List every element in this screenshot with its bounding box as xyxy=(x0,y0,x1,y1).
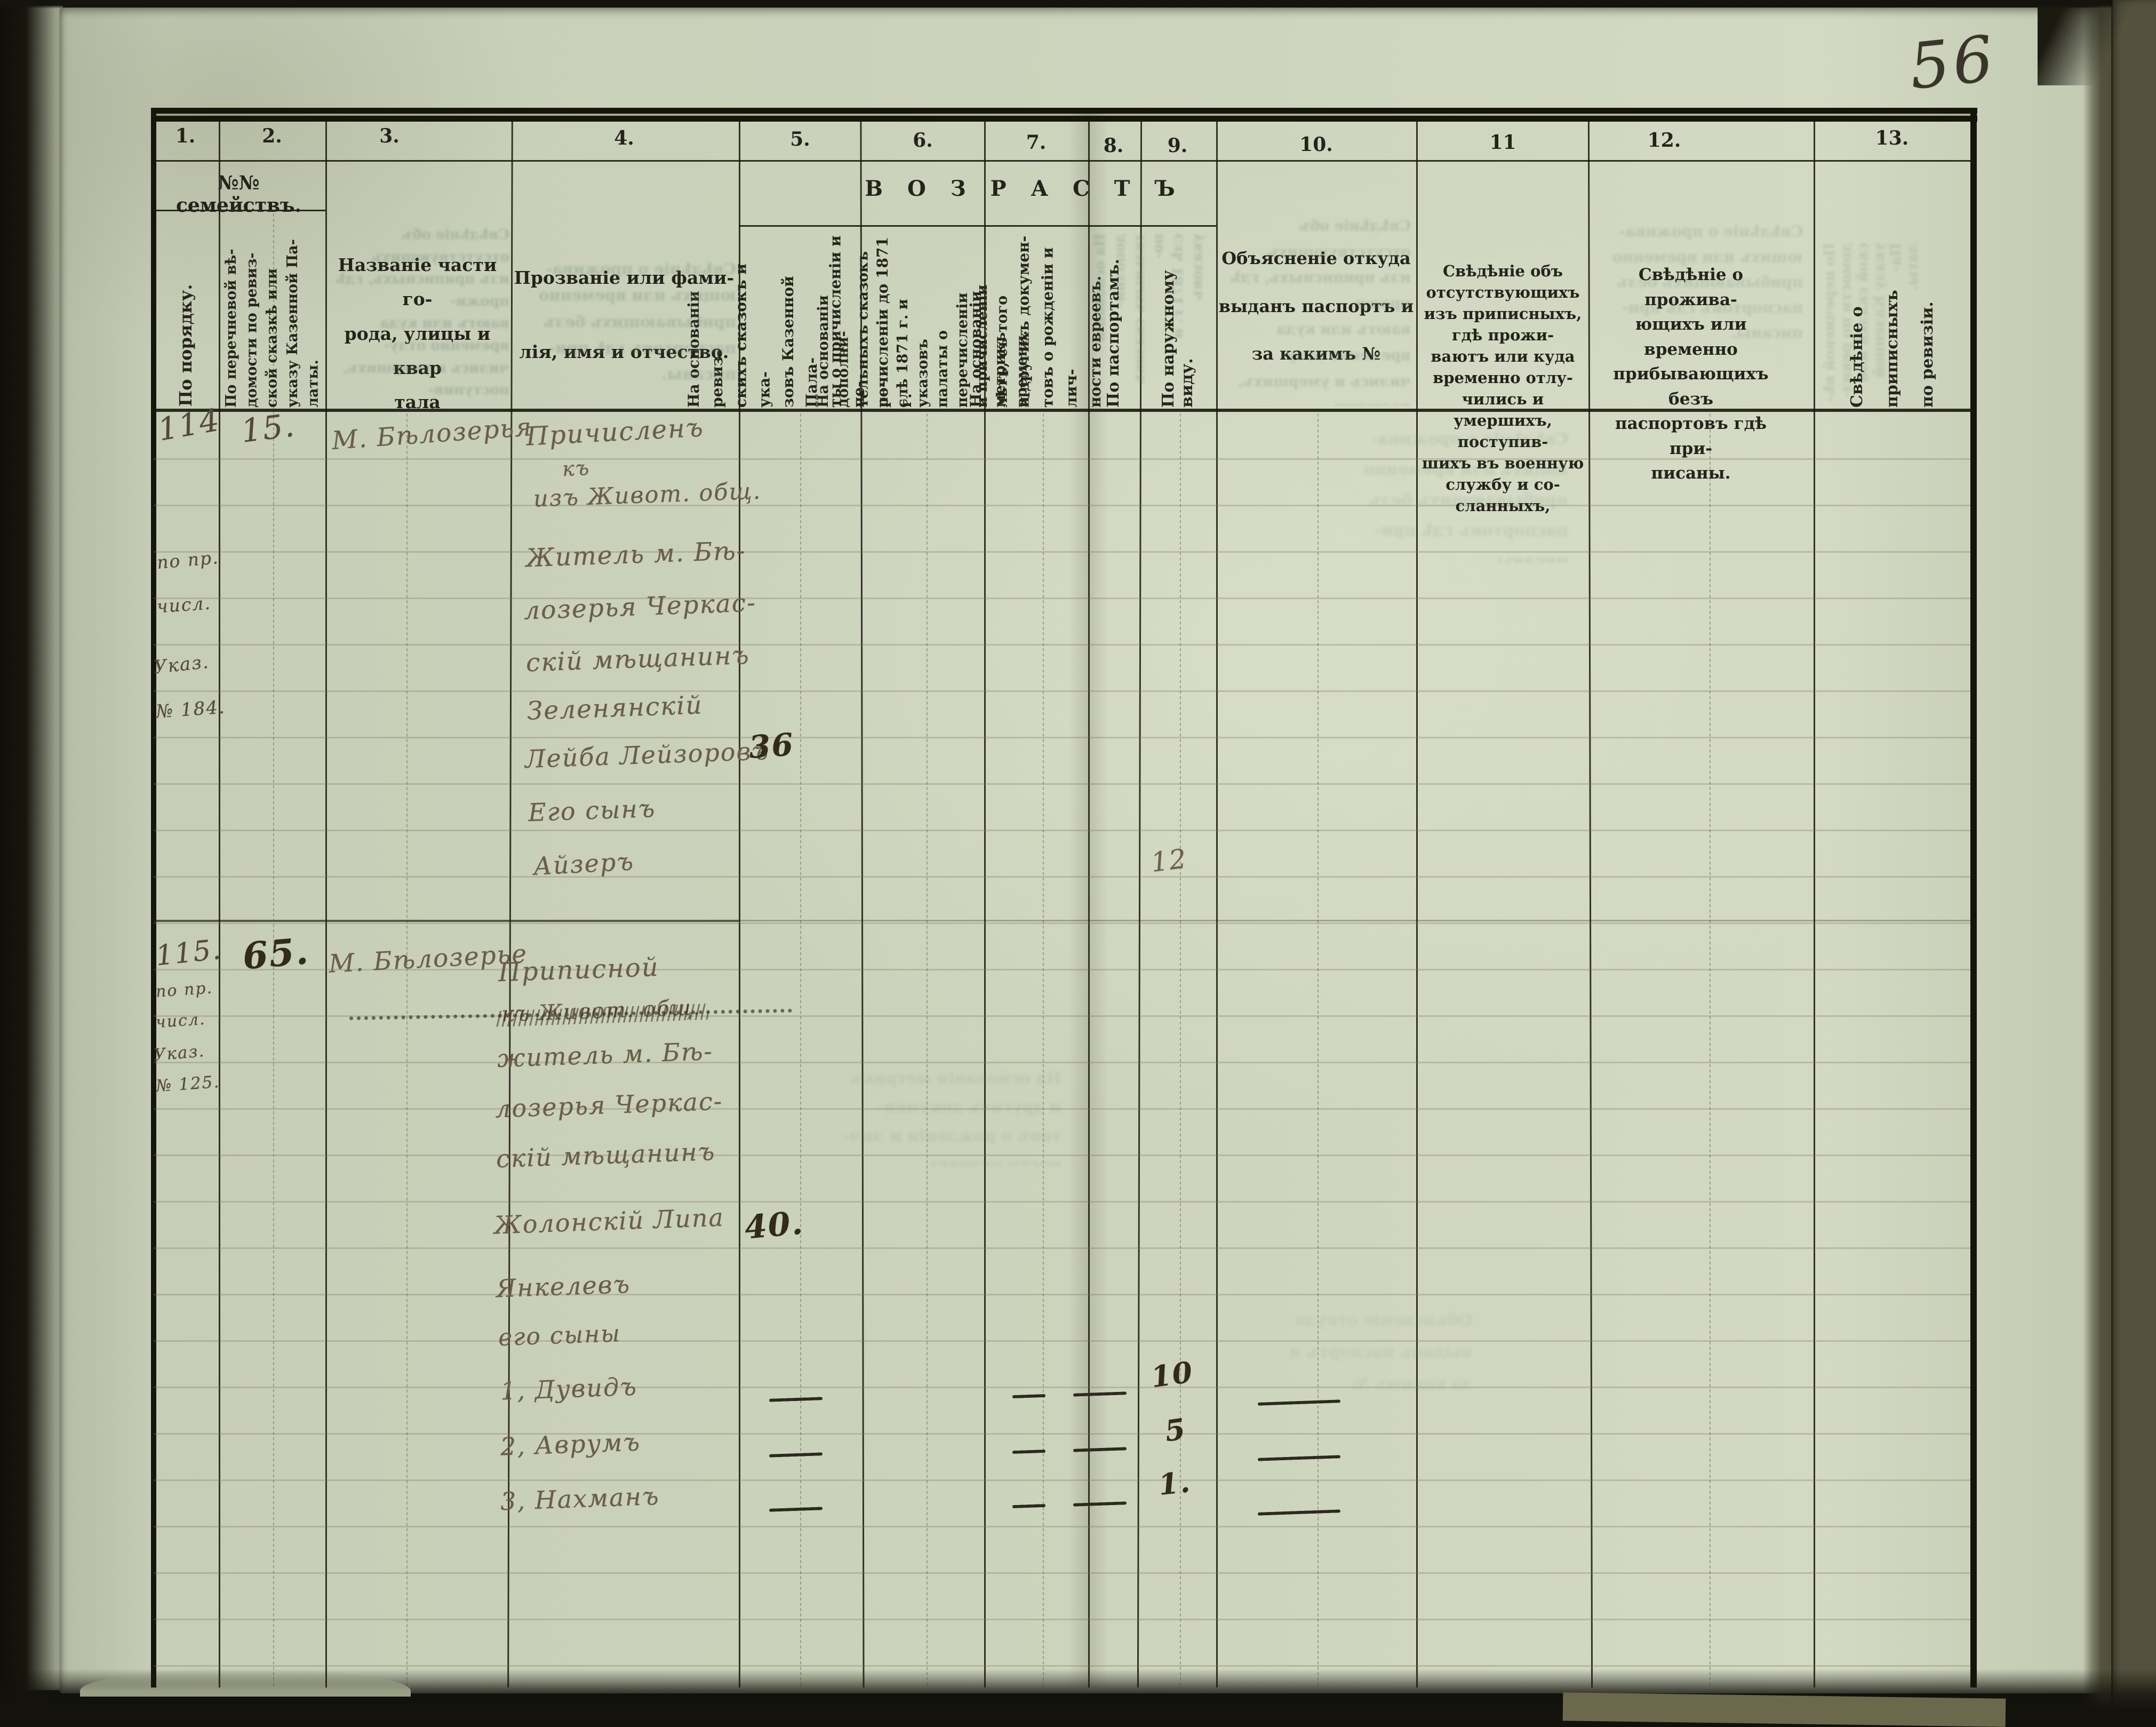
record-son-name: 3, Нахманъ xyxy=(500,1481,660,1516)
column-line xyxy=(1416,122,1418,1688)
column-number: 9. xyxy=(1167,134,1188,157)
table-left-border xyxy=(151,109,156,1688)
column-line xyxy=(984,122,986,1688)
header-order-label: По порядку. xyxy=(175,284,196,407)
header-revision-note-label: Свѣдѣніе о приписныхъ по ревизіи. xyxy=(1848,290,1937,408)
table-top-border xyxy=(151,108,1977,122)
page-right-edge-creases xyxy=(2083,0,2113,1724)
record-person-line: Янкелевъ xyxy=(496,1269,631,1303)
record-son-age: 1. xyxy=(1156,1465,1193,1502)
header-rule xyxy=(152,160,1974,162)
inner-dotted-line xyxy=(1043,413,1044,1686)
header-absent: Свѣдѣніе объ отсутствующихъ изъ приписны… xyxy=(1422,262,1584,515)
record-son-age: 5 xyxy=(1162,1411,1188,1449)
record-note-line: по пр. xyxy=(155,978,214,1001)
inner-dotted-line xyxy=(406,413,408,1686)
header-revision-note: Свѣдѣніе о приписныхъ по ревизіи. xyxy=(1815,229,1970,408)
column-line xyxy=(219,122,220,1688)
record-son-age: 10 xyxy=(1148,1354,1196,1395)
binding-shadow-left xyxy=(0,0,64,1724)
header-age-appearance: По наружному виду. xyxy=(1140,229,1215,408)
corner-shadow-topright xyxy=(2038,0,2156,85)
book-edge-right xyxy=(2111,0,2156,1724)
inner-dotted-line xyxy=(273,213,274,1686)
header-passport-origin: Объясненіе откуда выданъ паспортъ и за к… xyxy=(1218,248,1414,364)
column-number: 3. xyxy=(379,125,400,147)
column-number: 13. xyxy=(1875,127,1909,149)
ledger-page xyxy=(60,7,2111,1693)
column-number: 8. xyxy=(1103,134,1124,157)
header-bottom-rule xyxy=(152,409,1974,412)
header-age-passport: По паспортамъ. xyxy=(1089,229,1138,408)
inner-dotted-line xyxy=(927,413,928,1686)
header-age-appearance-label: По наружному виду. xyxy=(1159,270,1196,408)
record-age-revision: 36 xyxy=(747,726,795,766)
record-note-line: числ. xyxy=(156,592,212,617)
header-age-metric-label: На основаніи метрикъ и другихъ докумен- … xyxy=(967,235,1105,408)
record-son-name: 2, Аврумъ xyxy=(500,1427,641,1461)
record-separator xyxy=(154,920,739,922)
header-age-passport-label: По паспортамъ. xyxy=(1104,259,1123,408)
record-person-line: къ xyxy=(561,456,591,481)
inner-dotted-line xyxy=(1710,413,1711,1686)
inner-dotted-line xyxy=(1180,413,1181,1686)
column-number: 7. xyxy=(1026,131,1047,154)
record-person-line: Его сынъ xyxy=(528,793,657,827)
header-order: По порядку. xyxy=(152,213,219,407)
page-number: 56 xyxy=(1906,21,2000,104)
record-family-no: 65. xyxy=(241,929,311,978)
column-number: 5. xyxy=(790,128,810,150)
column-number: 11 xyxy=(1489,131,1516,154)
inner-dotted-line xyxy=(1317,413,1319,1686)
record-person-line: Айзеръ xyxy=(532,847,635,881)
inner-dotted-line xyxy=(800,413,801,1686)
column-number: 12. xyxy=(1647,129,1681,152)
record-person-line: Приписной xyxy=(498,952,660,988)
column-line xyxy=(325,122,327,1688)
header-list: По перечневой вѣ- домости по ревиз- ской… xyxy=(220,212,325,408)
record-age-appearance: 12 xyxy=(1149,843,1189,878)
column-line xyxy=(739,122,740,1688)
record-person-line: его сыны xyxy=(498,1320,621,1351)
column-line xyxy=(1216,122,1218,1688)
column-line xyxy=(1088,122,1090,1688)
record-son-name: 1, Дувидъ xyxy=(500,1372,638,1406)
header-list-label: По перечневой вѣ- домости по ревиз- ской… xyxy=(223,239,322,408)
header-age-metric: На основаніи метрикъ и другихъ докумен- … xyxy=(967,229,1104,408)
column-number: 4. xyxy=(614,127,634,149)
top-edge-shadow xyxy=(0,0,2112,9)
header-name: Прозваніе или фами- лія, имя и отчество. xyxy=(514,267,734,362)
column-number: 1. xyxy=(175,125,196,147)
header-rule xyxy=(739,225,1216,227)
header-place: Названіе части го- рода, улицы и квар та… xyxy=(338,254,497,413)
header-no-passport: Свѣдѣніе о прожива- ющихъ или временно п… xyxy=(1613,265,1769,483)
column-line xyxy=(1814,122,1815,1688)
group-header-age: В О З Р А С Т Ъ xyxy=(865,176,1184,201)
record-family-no: 15. xyxy=(239,407,298,450)
column-number: 2. xyxy=(262,125,282,147)
record-note-line: числ. xyxy=(155,1009,206,1032)
record-age-revision: 40. xyxy=(743,1204,805,1247)
record-person-line: Зеленянскій xyxy=(526,690,704,726)
ruled-lines xyxy=(154,413,1970,1688)
record-order-no: 115. xyxy=(154,933,223,973)
group-header-families: №№ семействъ. xyxy=(175,172,302,217)
column-number: 10. xyxy=(1299,133,1333,156)
table-right-border xyxy=(1970,109,1977,1688)
column-number: 6. xyxy=(913,129,933,152)
header-rule xyxy=(152,210,325,211)
record-separator-faint xyxy=(739,920,1970,921)
